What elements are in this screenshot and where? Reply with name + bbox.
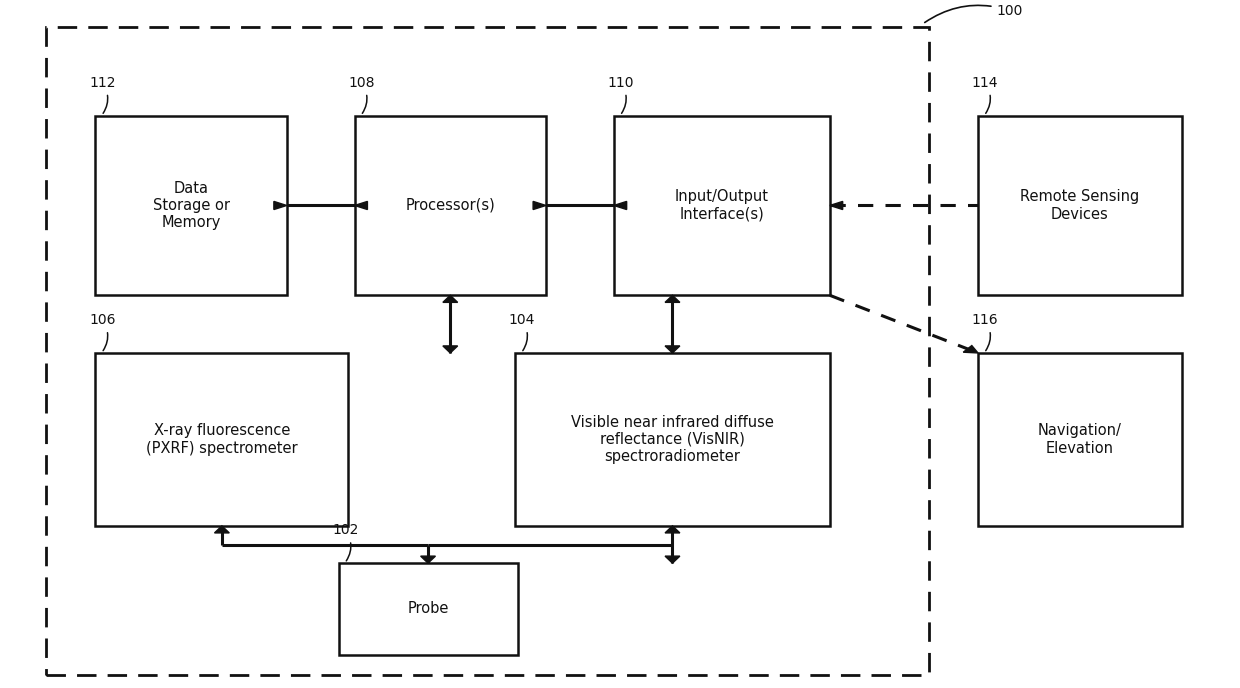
Bar bbox=[95, 116, 286, 295]
Text: 110: 110 bbox=[608, 76, 634, 114]
Polygon shape bbox=[830, 202, 843, 210]
Text: X-ray fluorescence
(PXRF) spectrometer: X-ray fluorescence (PXRF) spectrometer bbox=[146, 423, 298, 455]
Bar bbox=[515, 353, 830, 526]
Text: Processor(s): Processor(s) bbox=[405, 198, 495, 213]
Polygon shape bbox=[443, 295, 458, 302]
Polygon shape bbox=[665, 556, 680, 563]
Text: Data
Storage or
Memory: Data Storage or Memory bbox=[153, 180, 229, 230]
Polygon shape bbox=[665, 526, 680, 533]
Bar bbox=[339, 563, 517, 655]
Text: 112: 112 bbox=[89, 76, 115, 114]
Polygon shape bbox=[274, 202, 286, 210]
Text: 114: 114 bbox=[972, 76, 998, 114]
Text: Probe: Probe bbox=[408, 601, 449, 616]
Bar bbox=[614, 116, 830, 295]
Bar bbox=[978, 353, 1182, 526]
Bar bbox=[46, 28, 929, 675]
Polygon shape bbox=[963, 345, 978, 353]
Bar bbox=[978, 116, 1182, 295]
Polygon shape bbox=[355, 202, 367, 210]
Text: 106: 106 bbox=[89, 313, 115, 351]
Polygon shape bbox=[215, 526, 229, 533]
Polygon shape bbox=[420, 556, 435, 563]
Polygon shape bbox=[665, 295, 680, 302]
Text: 102: 102 bbox=[332, 524, 358, 561]
Polygon shape bbox=[533, 202, 546, 210]
Text: Navigation/
Elevation: Navigation/ Elevation bbox=[1038, 423, 1122, 455]
Polygon shape bbox=[614, 202, 626, 210]
Bar bbox=[95, 353, 348, 526]
Text: Remote Sensing
Devices: Remote Sensing Devices bbox=[1021, 189, 1140, 222]
Text: 116: 116 bbox=[972, 313, 998, 351]
Polygon shape bbox=[443, 346, 458, 353]
Bar bbox=[355, 116, 546, 295]
Text: Input/Output
Interface(s): Input/Output Interface(s) bbox=[675, 189, 769, 222]
Text: 100: 100 bbox=[925, 3, 1023, 23]
Text: 104: 104 bbox=[508, 313, 536, 351]
Polygon shape bbox=[665, 346, 680, 353]
Text: 108: 108 bbox=[348, 76, 374, 114]
Text: Visible near infrared diffuse
reflectance (VisNIR)
spectroradiometer: Visible near infrared diffuse reflectanc… bbox=[572, 414, 774, 464]
